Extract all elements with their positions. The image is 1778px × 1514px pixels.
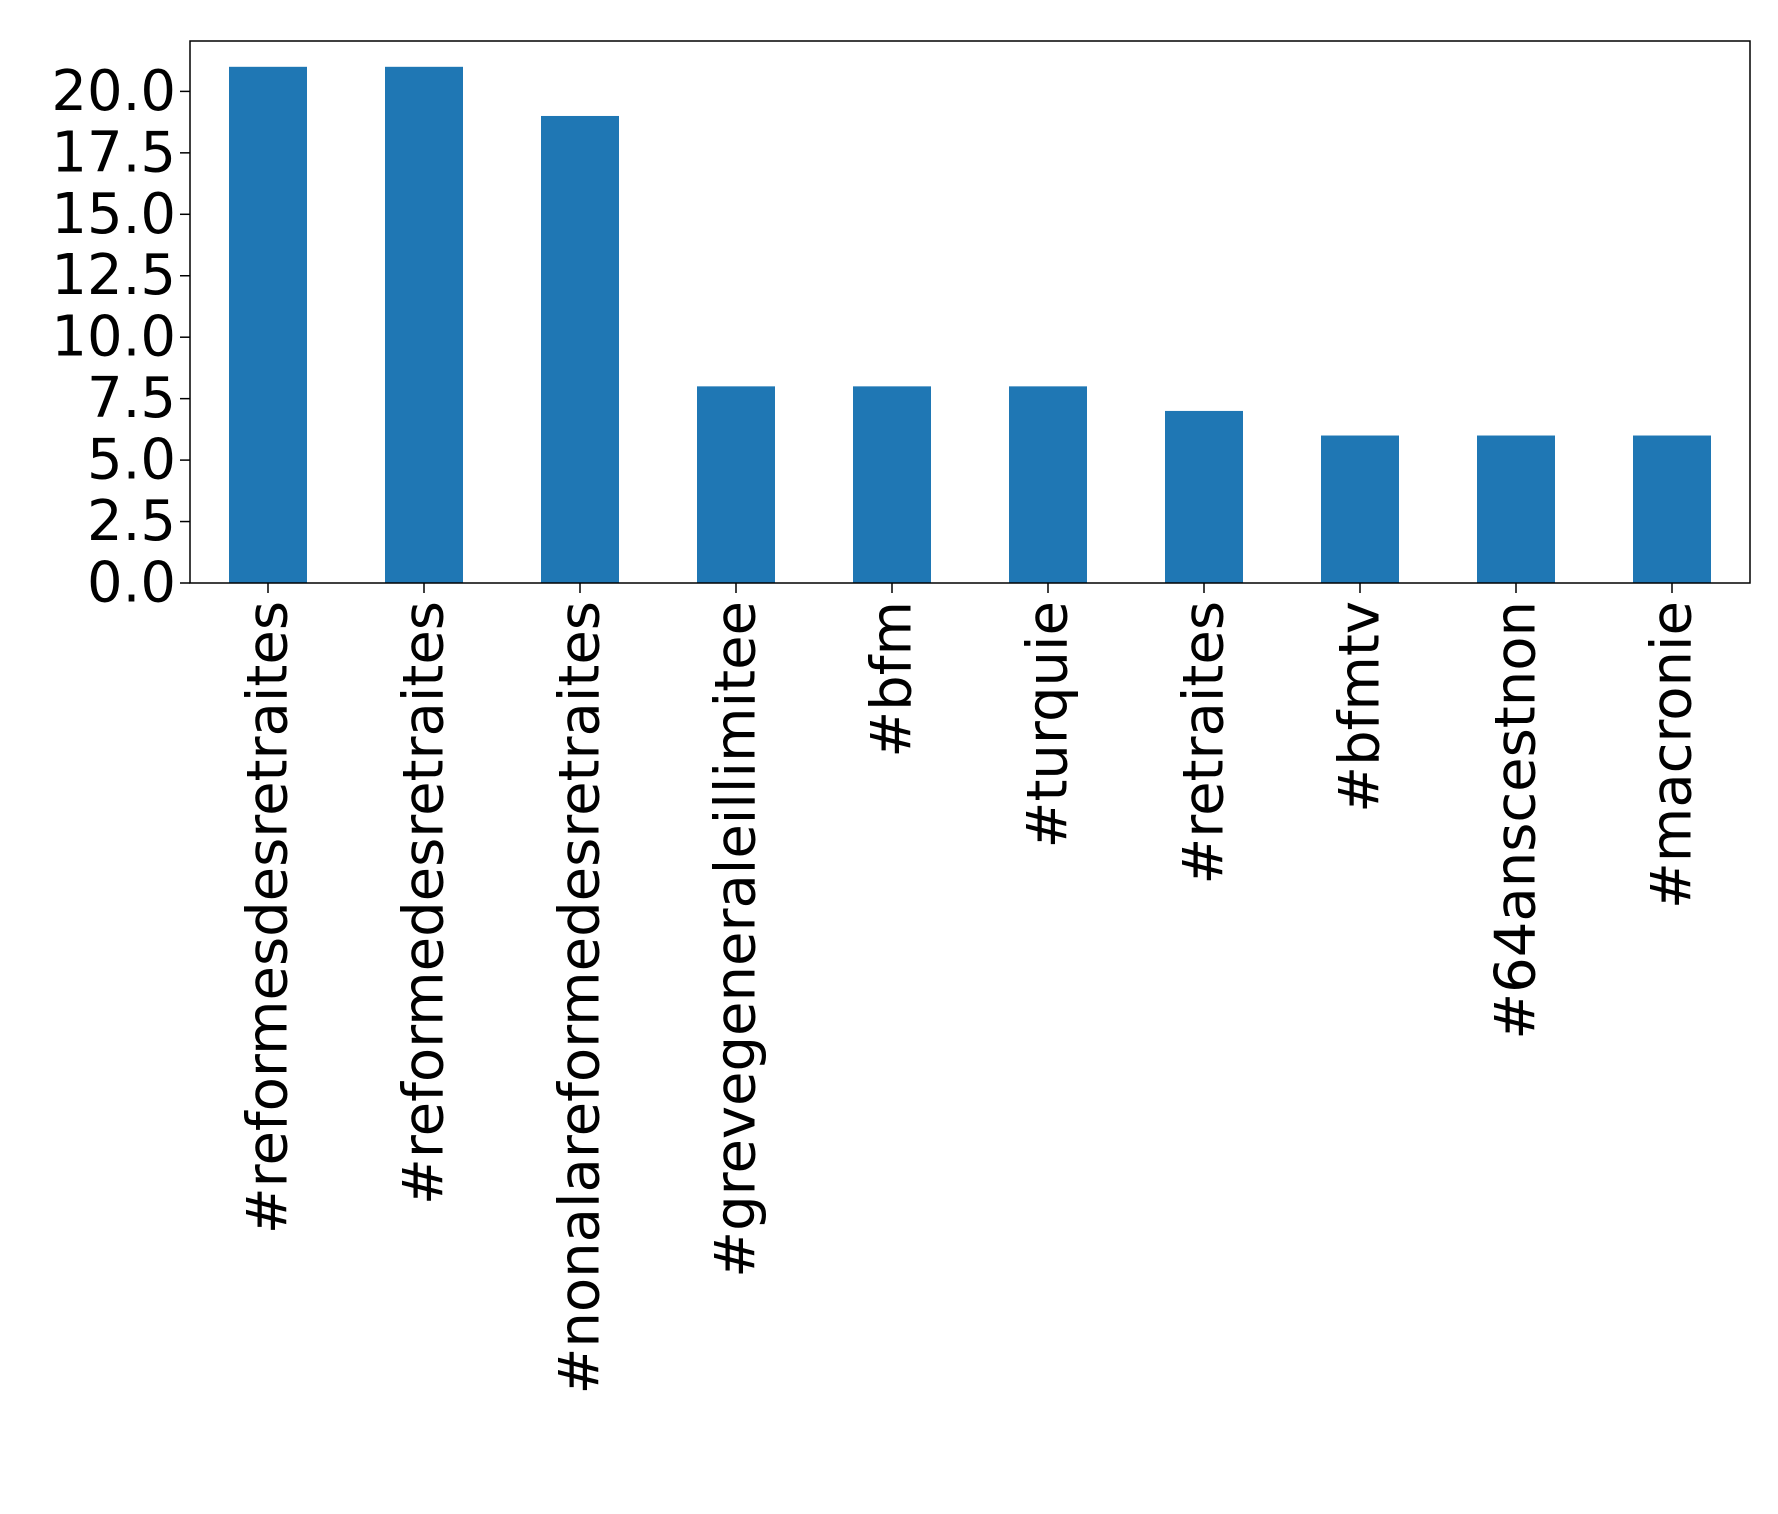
bar <box>853 386 931 583</box>
bar <box>1321 435 1399 583</box>
plot-frame <box>189 40 1751 584</box>
bar <box>541 115 619 583</box>
bar <box>1009 386 1087 583</box>
y-tick-label: 2.5 <box>87 489 176 554</box>
x-tick-label: #reformesdesretraites <box>236 601 301 1234</box>
x-tick-label: #bfm <box>860 601 925 758</box>
y-tick-label: 17.5 <box>51 120 176 185</box>
bars-group <box>229 66 1711 584</box>
y-tick-label: 20.0 <box>51 59 176 124</box>
x-tick-label: #bfmtv <box>1328 601 1393 813</box>
x-tick-label: #64anscestnon <box>1484 601 1549 1040</box>
x-tick-label: #grevegeneraleillimitee <box>704 601 769 1278</box>
y-axis: 0.02.55.07.510.012.515.017.520.0 <box>51 59 190 616</box>
x-tick-label: #macronie <box>1640 601 1705 909</box>
bar <box>229 66 307 584</box>
x-tick-label: #reformedesretraites <box>392 601 457 1205</box>
bar <box>1633 435 1711 583</box>
y-tick-label: 10.0 <box>51 305 176 370</box>
y-tick-label: 7.5 <box>87 366 176 431</box>
y-tick-label: 12.5 <box>51 243 176 308</box>
x-tick-label: #retraites <box>1172 601 1237 885</box>
y-tick-label: 15.0 <box>51 182 176 247</box>
bar <box>385 66 463 584</box>
bar <box>1477 435 1555 583</box>
y-tick-label: 0.0 <box>87 551 176 616</box>
y-tick-label: 5.0 <box>87 428 176 493</box>
x-tick-label: #turquie <box>1016 601 1081 848</box>
x-tick-label: #nonalareformedesretraites <box>548 601 613 1395</box>
bar <box>1165 410 1243 583</box>
x-axis: #reformesdesretraites #reformedesretraite… <box>236 583 1705 1395</box>
bar <box>697 386 775 583</box>
